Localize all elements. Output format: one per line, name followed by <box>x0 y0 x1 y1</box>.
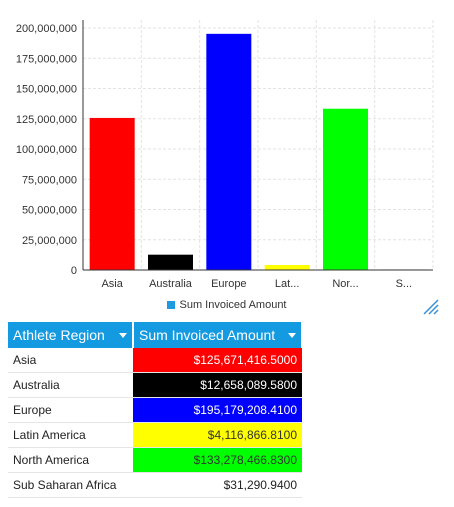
column-header-region[interactable]: Athlete Region <box>8 322 134 348</box>
dropdown-arrow-icon[interactable] <box>119 333 127 338</box>
column-header-amount[interactable]: Sum Invoiced Amount <box>133 322 303 348</box>
table-row: Sub Saharan Africa $31,290.9400 <box>8 472 302 498</box>
region-cell: Latin America <box>8 422 133 448</box>
table-row: Latin America $4,116,866.8100 <box>8 422 302 448</box>
x-tick-label: Europe <box>211 278 246 290</box>
bar-chart: 0 25,000,000 50,000,000 75,000,000 100,000,0… <box>16 20 434 290</box>
amount-cell: $133,278,466.8300 <box>133 447 302 473</box>
x-tick-label: Nor... <box>332 278 358 290</box>
y-tick-label: 100,000,000 <box>16 144 77 156</box>
y-tick-label: 125,000,000 <box>16 114 77 126</box>
amount-cell: $31,290.9400 <box>133 472 302 498</box>
y-tick-label: 175,000,000 <box>16 53 77 65</box>
resize-handle-icon[interactable] <box>422 298 440 316</box>
column-header-region-label: Athlete Region <box>13 327 105 343</box>
y-tick-label: 25,000,000 <box>22 235 77 247</box>
pivot-table: Athlete Region Sum Invoiced Amount Asia $… <box>8 322 303 498</box>
region-cell: Sub Saharan Africa <box>8 472 133 498</box>
bar <box>323 108 368 270</box>
legend-swatch <box>167 301 176 309</box>
y-tick-label: 150,000,000 <box>16 84 77 96</box>
y-tick-label: 0 <box>71 265 77 277</box>
bar <box>206 33 252 270</box>
amount-cell: $4,116,866.8100 <box>133 422 302 448</box>
region-cell: Australia <box>8 372 133 398</box>
x-tick-label: Lat... <box>275 278 299 290</box>
amount-cell: $12,658,089.5800 <box>133 372 302 398</box>
y-tick-label: 200,000,000 <box>16 23 77 35</box>
region-cell: Asia <box>8 348 133 373</box>
table-row: Europe $195,179,208.4100 <box>8 397 302 423</box>
y-tick-label: 50,000,000 <box>22 205 77 217</box>
y-tick-label: 75,000,000 <box>22 174 77 186</box>
dropdown-arrow-icon[interactable] <box>288 333 296 338</box>
table-row: Asia $125,671,416.5000 <box>8 348 302 373</box>
column-header-amount-label: Sum Invoiced Amount <box>139 327 276 343</box>
x-tick-label: Australia <box>149 278 193 290</box>
table-row: North America $133,278,466.8300 <box>8 447 302 473</box>
table-row: Australia $12,658,089.5800 <box>8 372 302 398</box>
chart-legend[interactable]: Sum Invoiced Amount <box>0 297 454 313</box>
region-cell: Europe <box>8 397 133 423</box>
legend-label: Sum Invoiced Amount <box>179 299 287 311</box>
x-tick-label: Asia <box>101 278 123 290</box>
region-cell: North America <box>8 447 133 473</box>
bar <box>264 265 310 270</box>
x-tick-label: S... <box>396 278 413 290</box>
amount-cell: $125,671,416.5000 <box>133 348 302 373</box>
table-header-row: Athlete Region Sum Invoiced Amount <box>8 322 303 348</box>
bar <box>148 254 193 270</box>
amount-cell: $195,179,208.4100 <box>133 397 302 423</box>
bar <box>89 117 135 270</box>
